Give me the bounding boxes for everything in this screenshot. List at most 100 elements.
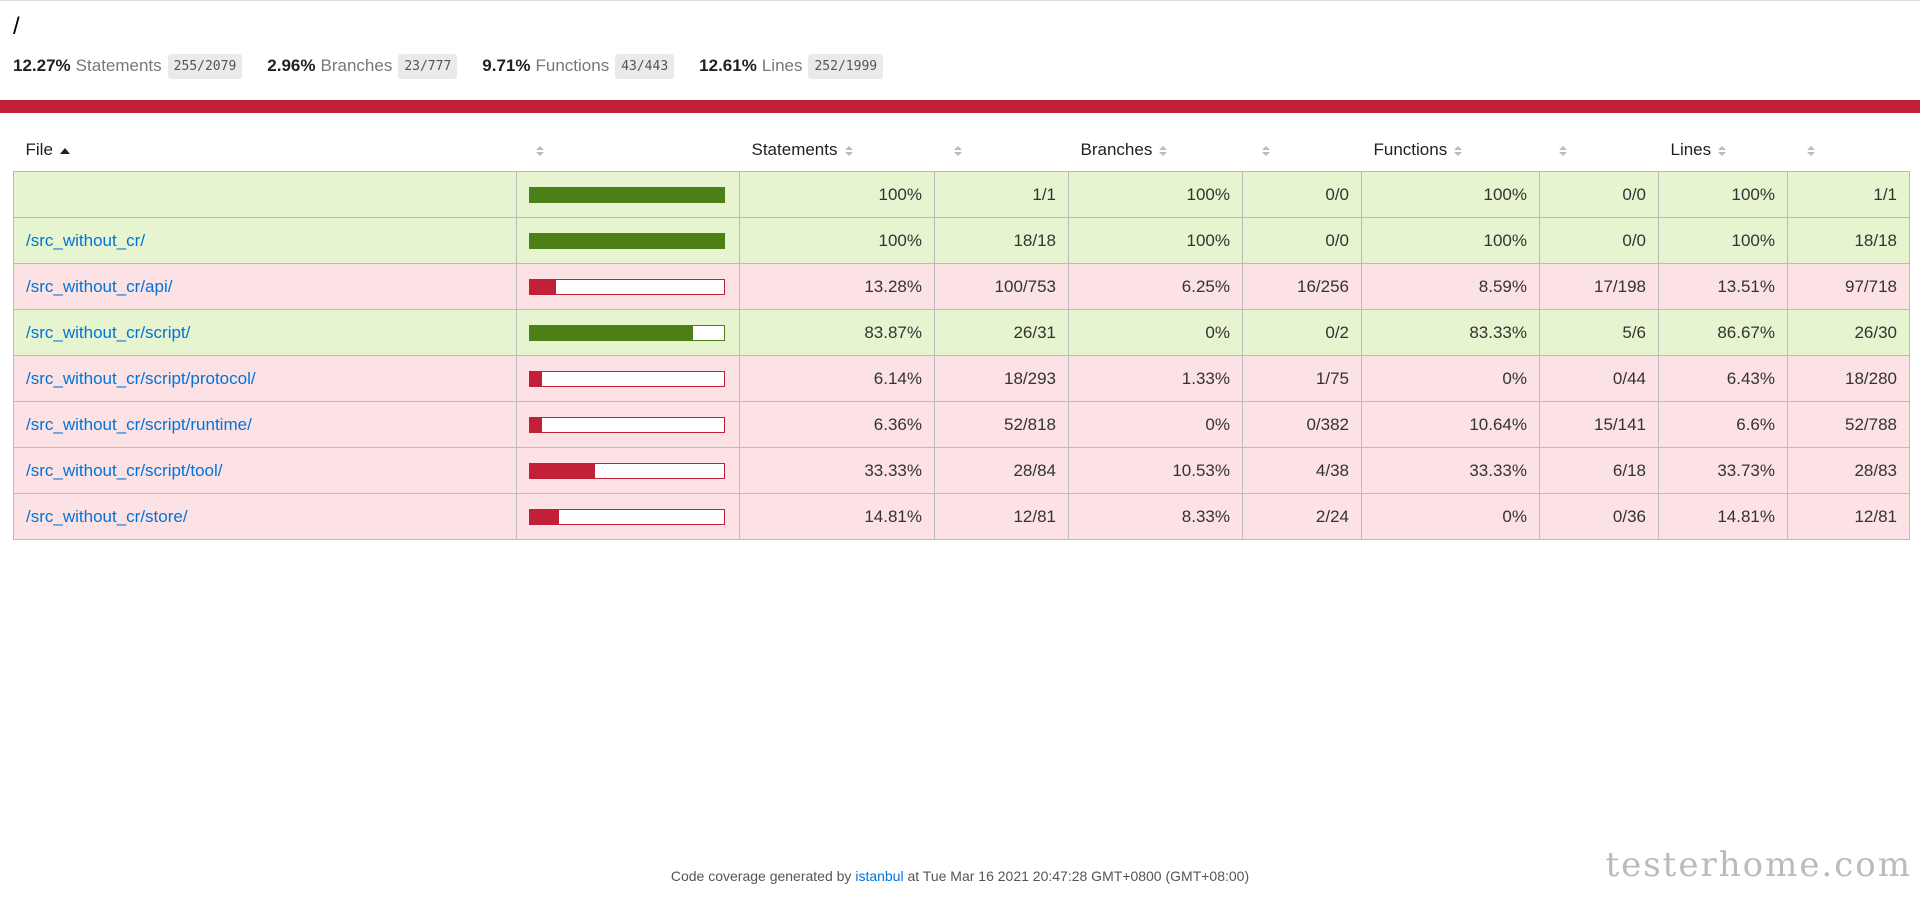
table-header-row: File Statements Branches Functions Lines [14,129,1910,172]
sort-asc-icon [59,147,70,154]
coverage-bar-cell [516,217,740,264]
coverage-bar [529,416,725,433]
coverage-bar-cell [516,309,740,356]
header-file-chart[interactable] [517,129,740,172]
coverage-bar-fill [530,509,559,524]
header-statements[interactable]: Statements [740,129,935,172]
branches-abs: 1/75 [1242,355,1362,402]
header-label: Lines [1670,140,1712,159]
table-row: /src_without_cr/script/protocol/6.14% 18/… [13,355,1910,402]
file-link[interactable]: /src_without_cr/script/runtime/ [26,415,252,434]
branches-abs: 0/0 [1242,171,1362,218]
file-link[interactable]: /src_without_cr/ [26,231,145,250]
sort-icon [535,145,544,156]
file-link[interactable]: /src_without_cr/script/tool/ [26,461,223,480]
file-path: /src_without_cr/store/ [26,506,188,526]
lines-pct: 14.81% [1658,493,1788,540]
file-cell [13,171,517,218]
statements-abs: 18/18 [934,217,1069,264]
functions-pct: 100% [1361,171,1540,218]
table-row: /src_without_cr/api/13.28% 100/753 6.25% 16… [13,263,1910,310]
statements-abs: 12/81 [934,493,1069,540]
coverage-bar-fill [530,187,724,202]
summary-label: Statements [75,56,162,75]
header-lines-abs[interactable] [1788,129,1910,172]
statements-abs: 1/1 [934,171,1069,218]
functions-abs: 6/18 [1539,447,1659,494]
branches-abs: 0/2 [1242,309,1362,356]
statements-pct: 6.14% [739,355,935,402]
file-path: /src_without_cr/script/ [26,322,191,342]
header-label: Branches [1080,140,1153,159]
sort-icon [1454,145,1463,156]
lines-abs: 28/83 [1787,447,1910,494]
coverage-bar-cell [516,493,740,540]
sort-icon [844,145,853,156]
file-cell: /src_without_cr/store/ [13,493,517,540]
branches-pct: 0% [1068,309,1243,356]
header-label: Statements [751,140,838,159]
summary-fraction: 23/777 [398,53,458,79]
branches-pct: 10.53% [1068,447,1243,494]
summary-branches: 2.96% Branches 23/777 [267,53,458,79]
header-file[interactable]: File [14,129,517,172]
header-functions[interactable]: Functions [1362,129,1540,172]
summary-label: Lines [761,56,803,75]
lines-pct: 100% [1658,217,1788,264]
file-path: /src_without_cr/script/protocol/ [26,368,256,388]
footer-prefix: Code coverage generated by [670,868,852,884]
lines-abs: 52/788 [1787,401,1910,448]
header-branches-abs[interactable] [1243,129,1362,172]
file-path: /src_without_cr/api/ [26,276,173,296]
file-link[interactable]: /src_without_cr/store/ [26,507,188,526]
header-branches[interactable]: Branches [1069,129,1243,172]
functions-abs: 0/36 [1539,493,1659,540]
statements-pct: 14.81% [739,493,935,540]
functions-pct: 10.64% [1361,401,1540,448]
watermark: testerhome.com [1605,845,1912,885]
lines-abs: 26/30 [1787,309,1910,356]
file-link[interactable]: /src_without_cr/script/protocol/ [26,369,256,388]
top-border [0,0,1920,1]
file-link[interactable]: /src_without_cr/script/ [26,323,190,342]
coverage-bar-cell [516,401,740,448]
summary-functions: 9.71% Functions 43/443 [482,53,675,79]
functions-abs: 17/198 [1539,263,1659,310]
summary-fraction: 252/1999 [808,53,884,79]
functions-abs: 0/44 [1539,355,1659,402]
statements-abs: 18/293 [934,355,1069,402]
functions-abs: 0/0 [1539,171,1659,218]
file-cell: /src_without_cr/script/tool/ [13,447,517,494]
table-row: /src_without_cr/store/14.81% 12/81 8.33% 2/… [13,493,1910,540]
file-link[interactable]: /src_without_cr/api/ [26,277,172,296]
coverage-bar-fill [530,371,542,386]
sort-icon [1159,145,1168,156]
coverage-bar-fill [530,279,556,294]
summary-label: Branches [320,56,393,75]
header-lines[interactable]: Lines [1659,129,1788,172]
file-cell: /src_without_cr/ [13,217,517,264]
coverage-status-bar [0,100,1920,113]
table-row: /src_without_cr/script/runtime/6.36% 52/8… [13,401,1910,448]
lines-abs: 12/81 [1787,493,1910,540]
header-functions-abs[interactable] [1540,129,1659,172]
coverage-bar [529,508,725,525]
page-title: / [13,13,20,40]
lines-abs: 97/718 [1787,263,1910,310]
file-cell: /src_without_cr/script/ [13,309,517,356]
lines-pct: 33.73% [1658,447,1788,494]
header-statements-abs[interactable] [935,129,1069,172]
table-row: /src_without_cr/script/tool/33.33% 28/84 1… [13,447,1910,494]
branches-abs: 0/0 [1242,217,1362,264]
istanbul-link[interactable]: istanbul [855,868,904,884]
header-label: File [25,140,53,159]
sort-icon [1558,145,1567,156]
branches-abs: 16/256 [1242,263,1362,310]
coverage-bar [529,324,725,341]
table-row: 100% 1/1 100% 0/0 100% 0/0 100% 1/1 [13,171,1910,218]
coverage-bar-fill [530,325,693,340]
functions-pct: 83.33% [1361,309,1540,356]
header-label: Functions [1373,140,1448,159]
branches-abs: 4/38 [1242,447,1362,494]
coverage-bar [529,186,725,203]
